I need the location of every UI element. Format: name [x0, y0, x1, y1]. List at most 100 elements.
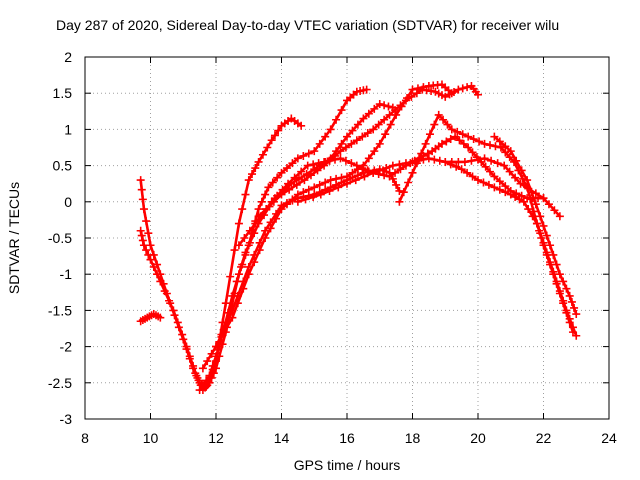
data-point-marker [391, 168, 400, 177]
data-point-marker [269, 197, 278, 206]
data-point-marker [395, 186, 404, 195]
data-point-marker [474, 155, 482, 164]
data-point-marker [511, 192, 520, 201]
data-point-marker [562, 284, 571, 293]
data-point-marker [254, 157, 263, 166]
data-point-marker [474, 176, 482, 185]
data-point-marker [532, 219, 541, 228]
data-point-marker [207, 349, 216, 358]
data-point-marker [562, 306, 571, 315]
data-point-marker [185, 352, 194, 361]
data-point-marker [408, 85, 417, 94]
data-point-marker [189, 361, 198, 370]
data-point-marker [374, 120, 383, 129]
data-point-marker [306, 171, 315, 180]
data-point-marker [464, 132, 473, 141]
data-point-marker [297, 167, 306, 176]
data-point-marker [255, 238, 264, 247]
data-point-marker [153, 270, 162, 279]
y-tick-label: 0.5 [53, 158, 73, 174]
data-point-marker [267, 136, 276, 145]
data-point-marker [313, 166, 322, 175]
data-point-marker [195, 386, 204, 395]
data-point-marker [457, 165, 466, 174]
data-point-marker [222, 318, 231, 327]
data-point-marker [539, 238, 548, 247]
data-point-marker [300, 176, 309, 185]
data-point-marker [192, 371, 201, 380]
data-point-marker [244, 176, 253, 185]
data-point-marker [360, 172, 369, 181]
data-point-marker [309, 160, 318, 169]
data-point-marker [480, 139, 489, 148]
data-point-marker [559, 277, 568, 286]
data-point-marker [299, 151, 308, 160]
series-layer [136, 80, 581, 395]
data-point-marker [447, 125, 456, 134]
data-point-marker [559, 296, 568, 305]
data-point-marker [212, 342, 220, 351]
data-point-marker [149, 262, 158, 271]
data-point-marker [375, 139, 384, 148]
data-point-marker [441, 92, 450, 101]
x-tick-label: 10 [143, 430, 159, 446]
data-point-marker [285, 185, 294, 194]
data-point-marker [391, 106, 400, 115]
data-point-marker [178, 330, 187, 339]
grid [85, 57, 609, 419]
data-point-marker [233, 291, 242, 300]
data-point-marker [506, 147, 515, 156]
data-point-marker [326, 176, 335, 185]
data-point-marker [455, 136, 464, 145]
x-tick-label: 20 [470, 430, 486, 446]
data-point-marker [347, 159, 356, 168]
data-point-marker [290, 173, 299, 182]
data-point-marker [348, 126, 357, 135]
y-tick-label: 2 [64, 49, 72, 65]
x-tick-label: 14 [274, 430, 290, 446]
data-point-marker [380, 171, 389, 180]
data-point-marker [516, 179, 525, 188]
data-point-marker [527, 188, 536, 197]
data-point-marker [419, 155, 428, 164]
series-line [201, 83, 454, 370]
axis-ticks: 8 10 12 14 16 18 20 22 24-3-2.5-2-1.5-1-0.500.51… [48, 49, 617, 446]
data-point-marker [552, 260, 561, 269]
data-point-marker [370, 147, 379, 156]
data-point-marker [408, 157, 417, 166]
data-point-marker [208, 361, 217, 370]
data-point-marker [194, 376, 203, 385]
data-point-marker [241, 190, 250, 199]
data-point-marker [314, 159, 323, 168]
data-point-marker [337, 106, 346, 115]
data-point-marker [238, 205, 247, 214]
data-point-marker [542, 231, 551, 240]
data-point-marker [446, 135, 455, 144]
data-point-marker [315, 139, 324, 148]
data-point-marker [495, 185, 504, 194]
data-point-marker [341, 156, 350, 165]
data-point-marker [359, 114, 368, 123]
data-point-marker [549, 250, 558, 259]
data-point-marker [565, 291, 574, 300]
data-point-marker [273, 173, 282, 182]
data-point-marker [380, 115, 389, 124]
data-point-marker [381, 130, 390, 139]
data-point-marker [261, 190, 270, 199]
data-point-marker [459, 139, 468, 148]
data-point-marker [297, 121, 306, 130]
data-point-marker [568, 323, 577, 332]
data-point-marker [254, 205, 263, 214]
series-line [493, 135, 578, 316]
y-axis-label: SDTVAR / TECUs [6, 182, 22, 294]
data-point-marker [332, 115, 341, 124]
data-point-marker [258, 150, 267, 159]
data-point-marker [452, 162, 461, 171]
data-point-marker [369, 168, 378, 177]
data-point-marker [463, 83, 472, 92]
data-point-marker [408, 168, 417, 177]
data-point-marker [292, 180, 301, 189]
data-point-marker [496, 143, 505, 152]
data-point-marker [337, 139, 346, 148]
data-point-marker [136, 226, 145, 235]
